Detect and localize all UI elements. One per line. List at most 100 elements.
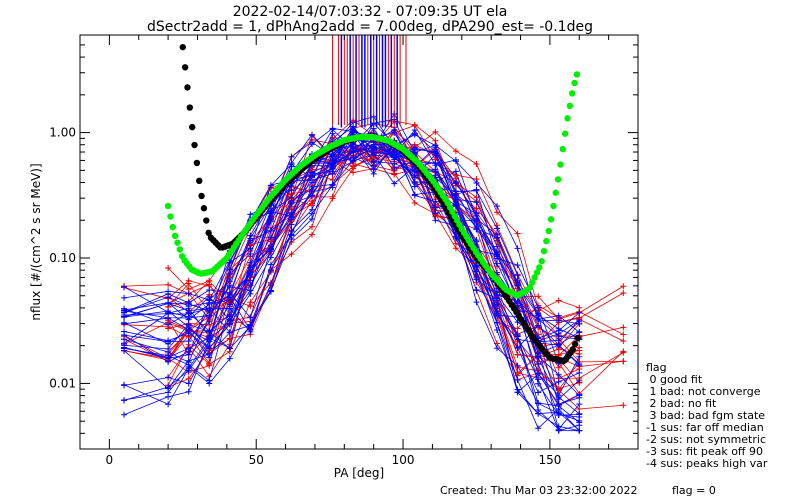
flag-value: flag = 0 xyxy=(672,484,716,497)
blue-data-point xyxy=(432,217,439,224)
blue-data-point xyxy=(350,143,357,150)
blue-data-point xyxy=(391,129,398,136)
spike-lines xyxy=(332,35,407,128)
blue-data-point xyxy=(267,227,274,234)
blue-data-point xyxy=(309,183,316,190)
green-fit-point xyxy=(561,130,569,137)
blue-data-point xyxy=(411,131,418,138)
blue-data-point xyxy=(288,153,295,160)
created-timestamp: Created: Thu Mar 03 23:32:00 2022 xyxy=(440,484,638,497)
blue-data-point xyxy=(494,225,501,232)
black-fit-point xyxy=(179,43,186,51)
x-tick-label: 50 xyxy=(249,453,264,467)
blue-data-point xyxy=(473,263,480,270)
blue-data-point xyxy=(514,389,521,396)
x-tick-label: 100 xyxy=(392,453,415,467)
blue-data-point xyxy=(226,329,233,336)
green-fit-point xyxy=(573,71,581,78)
blue-data-point xyxy=(226,296,233,303)
blue-data-point xyxy=(576,377,583,384)
flag-legend-title: flag xyxy=(646,361,667,374)
black-fit-point xyxy=(200,205,208,212)
blue-data-point xyxy=(185,316,192,323)
blue-data-point xyxy=(473,199,480,206)
blue-data-point xyxy=(206,307,213,314)
blue-data-point xyxy=(247,314,254,321)
blue-data-point xyxy=(247,245,254,252)
blue-data-point xyxy=(494,319,501,326)
blue-data-point xyxy=(535,304,542,311)
blue-data-point xyxy=(494,312,501,319)
black-fit-point xyxy=(198,192,205,200)
blue-data-point xyxy=(267,182,274,189)
blue-data-point xyxy=(411,172,418,179)
blue-data-point xyxy=(121,397,128,404)
blue-data-point xyxy=(165,321,172,328)
red-data-point xyxy=(309,198,316,205)
blue-data-point xyxy=(576,369,583,376)
black-fit-point xyxy=(205,229,212,237)
x-tick-label: 150 xyxy=(538,453,561,467)
blue-data-point xyxy=(555,427,562,434)
blue-data-point xyxy=(514,245,521,252)
blue-data-point xyxy=(267,254,274,261)
blue-data-point xyxy=(535,322,542,329)
flag-legend-item: 1 bad: not converge xyxy=(646,385,761,398)
blue-sector-line xyxy=(123,153,580,422)
red-data-point xyxy=(411,199,418,206)
blue-data-point xyxy=(535,410,542,417)
blue-data-point xyxy=(576,309,583,316)
chart-title: 2022-02-14/07:03:32 - 07:09:35 UT ela xyxy=(233,4,508,20)
blue-data-point xyxy=(267,266,274,273)
blue-data-point xyxy=(121,306,128,313)
blue-data-point xyxy=(576,318,583,325)
blue-data-point xyxy=(121,320,128,327)
blue-data-point xyxy=(165,288,172,295)
red-data-point xyxy=(206,361,213,368)
blue-data-point xyxy=(473,180,480,187)
blue-data-point xyxy=(206,286,213,293)
red-data-point xyxy=(329,193,336,200)
blue-data-point xyxy=(165,338,172,345)
blue-data-point xyxy=(535,400,542,407)
black-fit-point xyxy=(191,141,198,149)
blue-data-point xyxy=(535,389,542,396)
blue-data-point xyxy=(309,215,316,222)
blue-data-point xyxy=(288,232,295,239)
blue-data-point xyxy=(514,333,521,340)
green-fit-point xyxy=(176,246,184,253)
blue-data-point xyxy=(432,159,439,166)
red-data-point xyxy=(620,283,627,290)
blue-data-point xyxy=(165,374,172,381)
plot-frame xyxy=(79,34,639,450)
green-fit-point xyxy=(545,227,552,235)
blue-sector-line xyxy=(123,132,580,432)
blue-data-point xyxy=(267,242,274,249)
blue-data-point xyxy=(514,377,521,384)
red-data-point xyxy=(165,264,172,271)
blue-data-point xyxy=(391,180,398,187)
blue-data-point xyxy=(350,158,357,165)
blue-data-point xyxy=(206,301,213,308)
blue-data-point xyxy=(576,427,583,434)
blue-data-point xyxy=(494,327,501,334)
fit-curves xyxy=(164,43,581,365)
green-fit-point xyxy=(167,213,174,220)
blue-data-point xyxy=(165,383,172,390)
flag-legend-item: -1 sus: far off median xyxy=(646,421,764,434)
blue-data-point xyxy=(288,227,295,234)
blue-data-point xyxy=(185,363,192,370)
blue-data-point xyxy=(411,178,418,185)
blue-data-point xyxy=(370,142,377,149)
x-tick-label: 0 xyxy=(106,453,114,467)
red-data-point xyxy=(620,348,627,355)
blue-data-point xyxy=(247,250,254,257)
blue-data-point xyxy=(576,394,583,401)
y-axis-label: nflux [#/(cm^2 s sr MeV)] xyxy=(29,163,43,320)
green-fit-point xyxy=(569,90,576,97)
blue-sector-line xyxy=(123,140,580,423)
red-data-point xyxy=(165,281,172,288)
red-data-point xyxy=(555,297,562,304)
red-data-point xyxy=(514,325,521,332)
